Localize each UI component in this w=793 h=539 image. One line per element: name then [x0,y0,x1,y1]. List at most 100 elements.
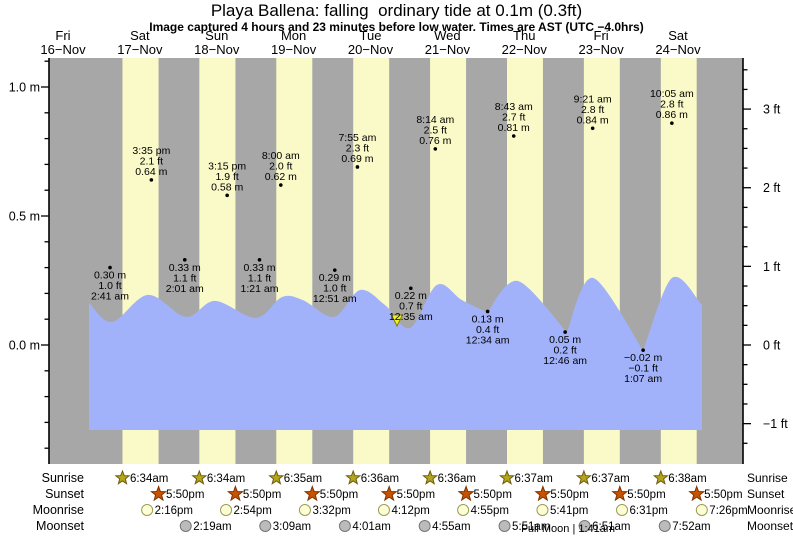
day-name-label: Sun [205,28,228,43]
high-tide-annotation: 2.0 ft [269,161,292,173]
high-tide-annotation: 2.8 ft [660,99,683,111]
low-tide-dot [108,265,112,270]
day-date-label: 20−Nov [348,42,394,57]
low-tide-dot [563,330,567,334]
moonset-circle-icon [658,520,671,532]
sunset-star-icon [457,485,475,502]
day-date-label: 19−Nov [271,42,317,57]
sunset-star-icon [380,485,398,502]
sunrise-star-icon [422,469,439,485]
low-tide-dot [182,258,187,262]
high-tide-annotation: 1.9 ft [215,171,238,183]
moonset-circle-icon [578,520,591,532]
high-tide-dot [149,178,154,182]
sunset-time: 5:50pm [320,489,358,501]
sunset-time: 5:50pm [474,489,512,501]
moonrise-time: 4:12pm [391,505,429,517]
moonrise-circle-icon [695,504,708,516]
sunrise-time: 6:37am [515,473,553,485]
left-axis-label: 0.5 m [9,210,40,224]
high-tide-dot [670,121,674,125]
right-axis-label: 1 ft [763,260,781,274]
day-date-label: 17−Nov [117,42,163,57]
astro-row-label-left: Sunset [45,487,84,501]
left-axis-label: 0.0 m [9,339,40,353]
low-tide-dot [409,286,413,291]
right-axis-label: −1 ft [763,417,788,431]
sunrise-star-icon [268,469,285,485]
moonset-circle-icon [498,520,511,532]
chart-title: Playa Ballena: falling ordinary tide at … [210,1,583,20]
tide-water-area [89,276,702,430]
high-tide-annotation: 10:05 am [650,88,694,100]
astro-row-label-right: Moonset [747,519,793,533]
low-tide-annotation: 0.29 m [319,272,351,284]
sunset-time: 5:50pm [243,489,281,501]
low-tide-dot [641,348,645,352]
astro-row-label-left: Moonset [36,519,84,533]
day-name-label: Fri [594,28,609,43]
sunrise-time: 6:36am [438,473,476,485]
day-date-label: 24−Nov [655,42,701,57]
high-tide-annotation: 0.62 m [265,171,297,183]
sunset-time: 5:50pm [627,489,665,501]
astro-row-label-right: Sunrise [747,471,788,485]
moonset-time: 4:55am [432,521,470,533]
sunrise-time: 6:36am [361,473,399,485]
astro-row-label-left: Sunrise [42,471,84,485]
moonrise-time: 7:26pm [709,505,747,517]
moonset-time: 5:51am [512,521,550,533]
moonset-circle-icon [179,520,192,532]
right-axis-label: 0 ft [763,339,781,353]
moonrise-time: 6:31pm [629,505,667,517]
sunset-time: 5:50pm [550,489,588,501]
low-tide-dot [257,258,262,262]
low-tide-annotation: 12:34 am [466,334,510,346]
sunrise-time: 6:35am [284,473,322,485]
low-tide-annotation: 1:07 am [624,373,662,385]
sunrise-star-icon [345,469,362,485]
moonrise-time: 3:32pm [312,505,350,517]
moonset-time: 4:01am [352,521,390,533]
high-tide-annotation: 8:43 am [495,101,533,113]
sunset-star-icon [534,485,552,502]
moonset-circle-icon [418,520,431,532]
low-tide-annotation: 0.7 ft [399,301,422,313]
high-tide-annotation: 7:55 am [338,132,376,144]
moonset-time: 3:09am [273,521,311,533]
sunrise-time: 6:37am [591,473,629,485]
high-tide-annotation: 3:35 pm [132,145,170,157]
low-tide-annotation: −0.1 ft [628,363,658,375]
high-tide-dot [511,134,516,138]
high-tide-annotation: 2.3 ft [346,142,369,154]
high-tide-annotation: 0.58 m [211,181,243,193]
low-tide-annotation: 1:21 am [241,283,279,295]
high-tide-dot [225,193,229,198]
moonset-circle-icon [338,520,351,532]
moonset-time: 7:52am [672,521,710,533]
astro-row-label-right: Sunset [747,487,785,501]
low-tide-annotation: 12:51 am [313,293,357,305]
high-tide-annotation: 0.76 m [419,135,451,147]
sunset-star-icon [226,485,244,502]
sunset-star-icon [150,485,168,502]
low-tide-annotation: 1.1 ft [173,272,196,284]
high-tide-annotation: 3:15 pm [208,160,246,172]
moonrise-circle-icon [377,504,390,516]
sunrise-star-icon [575,469,592,485]
low-tide-annotation: −0.02 m [624,352,662,364]
low-tide-annotation: 0.4 ft [476,324,499,336]
day-date-label: 18−Nov [194,42,240,57]
low-tide-annotation: 1.0 ft [323,283,346,295]
sunrise-time: 6:34am [130,473,168,485]
day-name-label: Sat [130,28,150,43]
moonrise-circle-icon [220,504,233,516]
left-axis-label: 1.0 m [9,81,40,95]
low-tide-annotation: 2:01 am [166,283,204,295]
moonrise-circle-icon [615,504,628,516]
sunrise-time: 6:38am [668,473,706,485]
day-date-label: 21−Nov [425,42,471,57]
sunrise-star-icon [498,469,516,485]
high-tide-annotation: 8:14 am [416,114,454,126]
high-tide-annotation: 0.84 m [577,114,609,126]
